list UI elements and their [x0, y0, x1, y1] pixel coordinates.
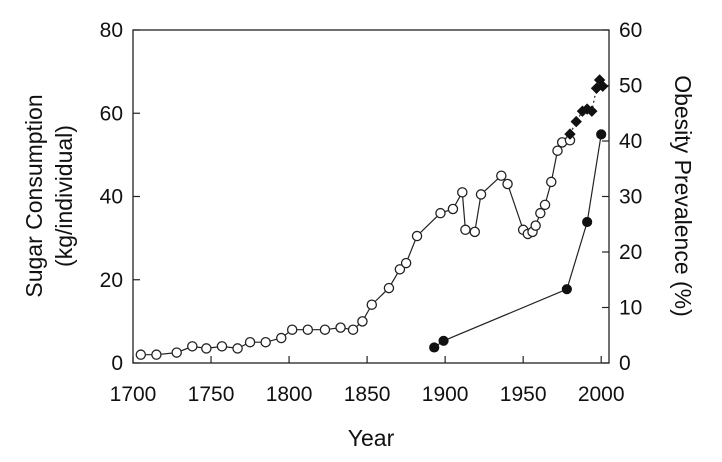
- data-point: [438, 335, 449, 346]
- series-2: [429, 129, 607, 353]
- data-point: [276, 332, 287, 344]
- x-tick-label: 1800: [266, 383, 313, 406]
- left-y-tick-label: 60: [100, 102, 123, 125]
- left-y-axis-subtitle: (kg/individual): [51, 125, 77, 267]
- data-point: [469, 226, 481, 238]
- data-point: [435, 207, 446, 219]
- data-point: [597, 80, 609, 92]
- data-point: [171, 347, 182, 358]
- x-tick-label: 1900: [422, 383, 469, 406]
- data-point: [347, 324, 359, 335]
- data-point: [429, 342, 440, 353]
- data-point: [286, 324, 298, 335]
- left-y-tick-label: 80: [100, 19, 123, 42]
- data-point: [539, 199, 551, 211]
- data-point: [564, 128, 576, 140]
- right-y-tick-label: 30: [619, 186, 642, 209]
- data-point: [394, 264, 406, 275]
- data-point: [187, 341, 198, 352]
- x-tick-label: 1950: [500, 383, 547, 406]
- data-point: [383, 282, 395, 294]
- data-point: [335, 322, 346, 333]
- data-point: [400, 257, 412, 269]
- x-tick-label: 2000: [578, 383, 625, 406]
- data-point: [447, 203, 459, 215]
- data-point: [570, 115, 582, 128]
- series-line: [140, 139, 571, 356]
- data-point: [546, 176, 557, 188]
- data-point: [244, 336, 256, 348]
- right-y-tick-label: 40: [619, 130, 642, 153]
- data-point: [502, 178, 513, 190]
- data-point: [475, 189, 487, 200]
- right-y-axis-ticks: 0 10 20 30 40 50 60: [602, 19, 642, 375]
- data-point: [319, 324, 331, 335]
- data-point: [151, 349, 162, 360]
- right-y-tick-label: 10: [619, 297, 642, 320]
- left-y-axis-ticks: 0 20 40 60 80: [100, 19, 140, 375]
- data-point: [201, 343, 212, 354]
- data-point: [366, 299, 378, 310]
- data-point: [596, 129, 607, 140]
- series-1: [564, 74, 609, 140]
- data-point: [496, 170, 507, 181]
- left-y-tick-label: 20: [100, 269, 123, 292]
- data-point: [135, 349, 147, 360]
- data-point: [552, 145, 563, 156]
- data-point: [357, 316, 368, 327]
- left-y-axis-title: Sugar Consumption: [21, 94, 47, 297]
- data-point: [582, 216, 593, 228]
- series-line: [433, 134, 602, 348]
- data-point: [561, 284, 572, 295]
- left-y-tick-label: 40: [100, 186, 123, 209]
- series-layer: [135, 74, 609, 360]
- right-y-tick-label: 20: [619, 241, 642, 264]
- data-point: [457, 187, 468, 198]
- left-y-tick-label: 0: [111, 352, 123, 375]
- data-point: [535, 207, 546, 219]
- x-tick-label: 1850: [344, 383, 391, 406]
- series-0: [135, 135, 576, 360]
- right-y-tick-label: 0: [619, 352, 631, 375]
- right-y-tick-label: 50: [619, 75, 642, 98]
- x-tick-label: 1700: [110, 383, 157, 406]
- data-point: [216, 341, 228, 352]
- data-point: [411, 230, 423, 242]
- x-axis-ticks: 1700 1750 1800 1850 1900 1950 2000: [110, 356, 625, 406]
- x-axis-title: Year: [348, 425, 395, 451]
- data-point: [302, 324, 314, 335]
- data-point: [232, 343, 243, 354]
- data-point: [530, 220, 541, 231]
- data-point: [460, 224, 471, 236]
- right-y-tick-label: 60: [619, 19, 642, 42]
- data-point: [260, 336, 271, 348]
- x-tick-label: 1750: [188, 383, 235, 406]
- data-point: [586, 105, 598, 117]
- right-y-axis-title: Obesity Prevalence (%): [670, 75, 696, 317]
- plot-frame: [132, 29, 610, 364]
